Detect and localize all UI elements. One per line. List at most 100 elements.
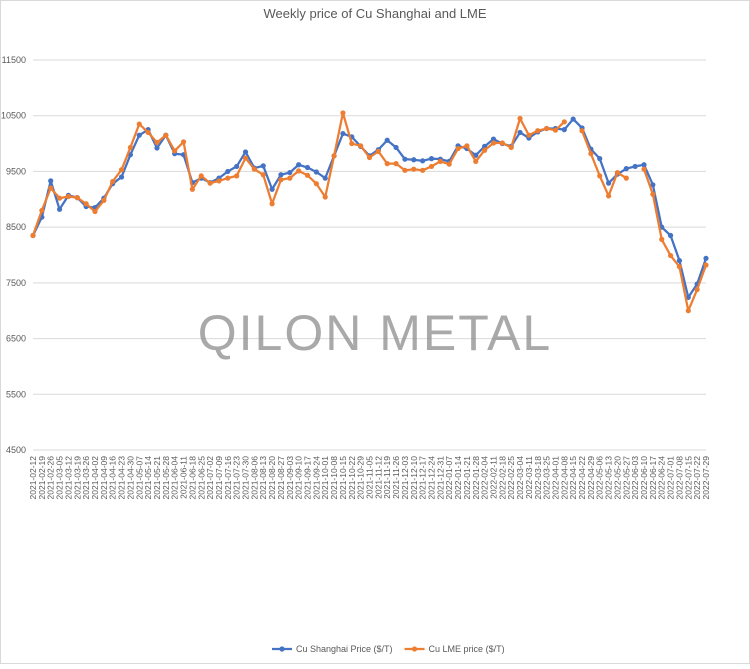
x-tick-label: 2021-12-10 [409, 456, 419, 500]
series-marker [110, 178, 116, 185]
series-marker [526, 132, 532, 138]
series-marker [287, 169, 293, 176]
series-marker [420, 167, 426, 173]
x-tick-label: 2021-10-08 [329, 456, 339, 500]
series-marker [101, 197, 107, 203]
series-marker [287, 175, 293, 181]
x-tick-label: 2022-04-29 [586, 456, 596, 500]
series-marker [685, 308, 691, 314]
x-tick-label: 2021-06-25 [196, 456, 206, 500]
series-marker [234, 173, 240, 179]
series-line [642, 168, 708, 312]
series-marker [402, 156, 408, 162]
series-marker [464, 143, 470, 149]
y-tick-label: 7500 [6, 278, 26, 288]
chart-title: Weekly price of Cu Shanghai and LME [263, 6, 486, 21]
series-marker [428, 156, 435, 162]
x-tick-label: 2021-07-09 [214, 456, 224, 500]
x-tick-label: 2022-04-22 [577, 456, 587, 500]
y-tick-label: 11500 [2, 55, 26, 65]
series-marker [48, 185, 54, 191]
series-marker [703, 262, 709, 268]
series-marker [260, 172, 266, 178]
series-marker [366, 154, 373, 161]
series-marker [411, 166, 417, 172]
series-marker [482, 147, 488, 153]
series-marker [544, 125, 550, 132]
series-marker [278, 177, 284, 183]
x-tick-label: 2021-11-12 [373, 456, 383, 499]
series-marker [597, 173, 603, 179]
series-marker [242, 149, 249, 155]
series-marker [676, 264, 683, 270]
x-tick-label: 2022-01-07 [444, 456, 454, 500]
x-tick-label: 2022-01-28 [471, 456, 481, 500]
x-tick-label: 2022-03-18 [533, 456, 543, 500]
x-tick-label: 2022-06-03 [630, 456, 640, 500]
series-marker [349, 140, 355, 147]
series-marker [570, 116, 576, 122]
x-tick-label: 2022-03-04 [515, 456, 525, 500]
x-tick-label: 2021-09-17 [303, 456, 313, 500]
x-tick-label: 2021-04-23 [117, 456, 127, 500]
series-marker [304, 164, 311, 171]
x-tick-label: 2021-08-06 [249, 456, 259, 500]
series-marker [331, 153, 337, 159]
x-tick-label: 2021-11-19 [382, 456, 392, 499]
series-marker [234, 163, 240, 170]
series-marker [118, 167, 125, 173]
series-marker [703, 255, 709, 261]
series-marker [56, 206, 63, 212]
series-marker [499, 140, 505, 146]
series-marker [420, 158, 426, 164]
x-tick-label: 2022-01-14 [453, 456, 463, 500]
series-marker [375, 148, 381, 154]
series-marker [30, 232, 36, 239]
x-tick-label: 2021-06-18 [187, 456, 197, 500]
series-marker [56, 195, 63, 201]
x-tick-label: 2022-02-25 [506, 456, 516, 500]
series-marker [508, 144, 514, 151]
series-marker [482, 143, 488, 149]
series-marker [428, 163, 435, 170]
x-tick-label: 2022-07-22 [692, 456, 702, 500]
x-tick-label: 2021-03-19 [72, 456, 82, 500]
series-marker [659, 236, 665, 242]
series-marker [251, 166, 257, 172]
x-tick-label: 2021-04-30 [125, 456, 135, 500]
series-marker [650, 191, 656, 197]
x-tick-label: 2021-10-22 [347, 456, 357, 500]
series-marker [65, 193, 72, 200]
x-tick-label: 2021-07-16 [223, 456, 233, 500]
x-tick-label: 2022-05-06 [595, 456, 605, 500]
x-tick-label: 2021-07-23 [232, 456, 242, 500]
series-marker [198, 173, 204, 179]
series-marker [216, 178, 222, 184]
y-tick-label: 5500 [6, 389, 26, 399]
x-tick-label: 2021-05-28 [161, 456, 171, 500]
x-tick-label: 2022-04-15 [568, 456, 578, 500]
series-marker [490, 136, 497, 142]
x-tick-label: 2022-03-11 [524, 456, 534, 499]
legend-label: Cu LME price ($/T) [429, 644, 505, 654]
x-tick-label: 2021-09-24 [311, 456, 321, 500]
series-marker [278, 172, 284, 178]
series-marker [473, 152, 479, 158]
series-marker [118, 174, 125, 180]
series-marker [411, 157, 417, 163]
series-marker [74, 195, 80, 201]
series-marker [322, 175, 328, 181]
series-marker [136, 132, 142, 138]
x-tick-label: 2021-12-31 [435, 456, 445, 500]
series-marker [340, 110, 346, 116]
x-tick-label: 2021-12-24 [426, 456, 436, 500]
series-marker [632, 163, 638, 170]
x-tick-label: 2021-02-26 [46, 456, 56, 500]
series-marker [207, 180, 213, 186]
legend-marker [411, 646, 418, 652]
x-tick-label: 2021-04-16 [108, 456, 118, 500]
series-marker [189, 186, 195, 192]
x-tick-label: 2022-04-01 [550, 456, 560, 500]
series-marker [296, 168, 302, 174]
